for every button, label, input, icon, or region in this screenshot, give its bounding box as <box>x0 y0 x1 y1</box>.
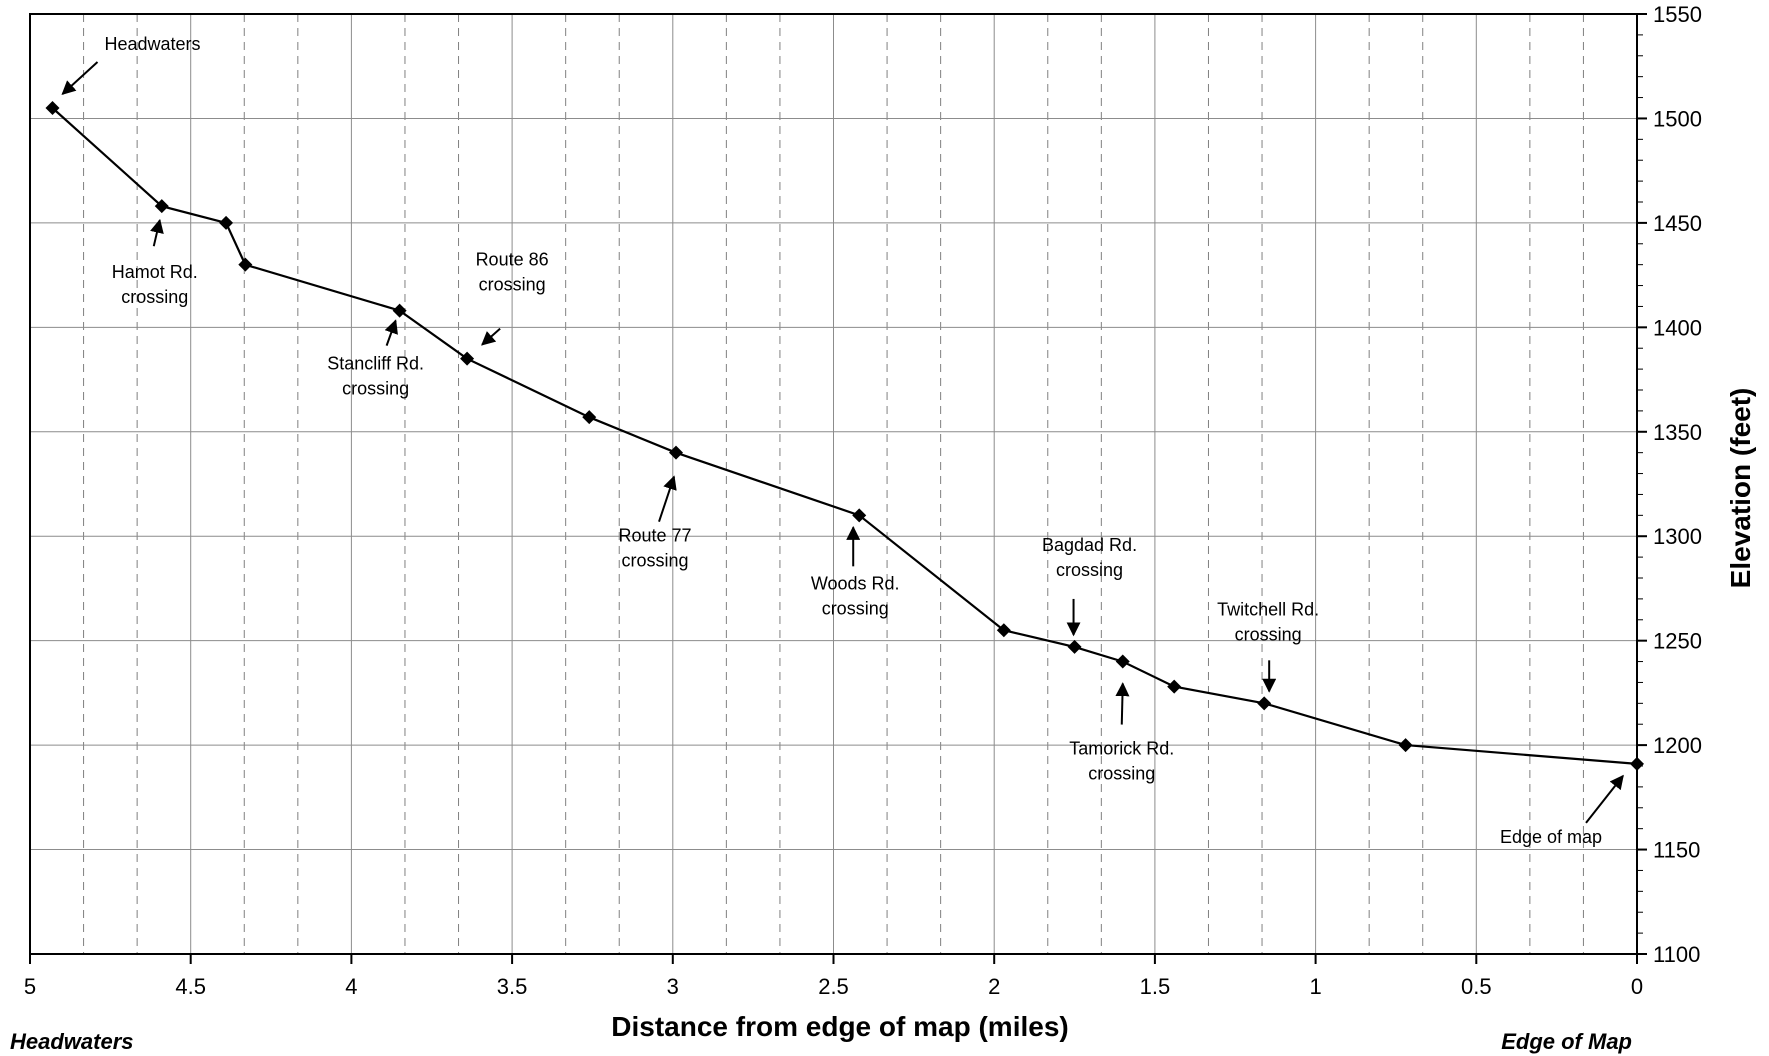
annotation: Headwaters <box>61 34 201 95</box>
data-point-marker <box>996 623 1011 638</box>
data-point-marker <box>219 215 234 230</box>
annotation-arrow <box>61 61 99 95</box>
x-tick-label: 4 <box>345 974 357 999</box>
annotation-label: crossing <box>1088 764 1155 784</box>
annotation: Bagdad Rd. crossing <box>1042 535 1137 637</box>
data-point-marker <box>392 303 407 318</box>
elevation-markers <box>45 101 1644 771</box>
annotation: Route 86 crossing <box>476 250 549 346</box>
annotation-label: crossing <box>621 551 688 571</box>
elevation-series <box>51 107 1638 765</box>
elevation-line <box>51 107 1638 765</box>
annotation-label: Hamot Rd. <box>112 262 198 282</box>
data-point-marker <box>1630 756 1644 771</box>
y-tick-label: 1300 <box>1653 524 1702 549</box>
annotation-label: crossing <box>479 275 546 295</box>
y-tick-label: 1450 <box>1653 211 1702 236</box>
data-point-marker <box>1167 679 1182 694</box>
data-point-marker <box>582 410 597 425</box>
annotation: Woods Rd. crossing <box>811 525 900 618</box>
x-axis-ticks: 5 4.5 4 3.5 3 2.5 2 1.5 1 0.5 0 <box>24 954 1643 999</box>
annotation: Edge of map <box>1500 774 1624 847</box>
data-point-marker <box>1398 738 1413 753</box>
y-tick-label: 1500 <box>1653 106 1702 131</box>
edge-of-map-end-label: Edge of Map <box>1501 1029 1632 1054</box>
annotation-arrow <box>384 319 398 346</box>
data-point-marker <box>1115 654 1130 669</box>
y-tick-label: 1400 <box>1653 315 1702 340</box>
x-axis-title: Distance from edge of map (miles) <box>611 1011 1068 1042</box>
annotation-label: crossing <box>822 598 889 618</box>
annotation-label: Stancliff Rd. <box>327 354 424 374</box>
annotation-label: Twitchell Rd. <box>1217 599 1319 619</box>
annotation-label: Tamorick Rd. <box>1069 739 1174 759</box>
y-tick-label: 1250 <box>1653 629 1702 654</box>
headwaters-end-label: Headwaters <box>10 1029 134 1054</box>
annotation-label: crossing <box>1056 560 1123 580</box>
annotation: Twitchell Rd. crossing <box>1217 599 1319 693</box>
annotation-label: Edge of map <box>1500 827 1602 847</box>
data-point-marker <box>669 445 684 460</box>
annotation-label: Headwaters <box>104 34 200 54</box>
x-tick-label: 4.5 <box>175 974 206 999</box>
annotation-label: crossing <box>1235 624 1302 644</box>
x-tick-label: 1.5 <box>1140 974 1171 999</box>
annotation: Tamorick Rd. crossing <box>1069 682 1174 784</box>
x-tick-label: 0 <box>1631 974 1643 999</box>
annotation-label: Route 86 <box>476 250 549 270</box>
x-tick-label: 2 <box>988 974 1000 999</box>
annotation-arrow <box>150 218 164 247</box>
data-point-marker <box>852 508 867 523</box>
x-tick-label: 1 <box>1309 974 1321 999</box>
y-tick-label: 1550 <box>1653 2 1702 27</box>
y-tick-label: 1350 <box>1653 420 1702 445</box>
y-tick-label: 1150 <box>1653 838 1700 863</box>
x-tick-label: 3 <box>667 974 679 999</box>
annotation-arrow <box>658 475 677 522</box>
data-point-marker <box>460 351 475 366</box>
data-point-marker <box>1067 639 1082 654</box>
x-tick-label: 0.5 <box>1461 974 1492 999</box>
annotation-arrow <box>1115 682 1130 725</box>
x-tick-label: 2.5 <box>818 974 849 999</box>
annotation: Stancliff Rd. crossing <box>327 319 424 399</box>
y-tick-label: 1200 <box>1653 733 1702 758</box>
y-axis-title: Elevation (feet) <box>1725 388 1756 589</box>
annotation-label: crossing <box>121 287 188 307</box>
x-tick-label: 3.5 <box>497 974 528 999</box>
data-point-marker <box>1257 696 1272 711</box>
annotation-label: crossing <box>342 379 409 399</box>
annotation-label: Bagdad Rd. <box>1042 535 1137 555</box>
annotation-label: Route 77 <box>618 526 691 546</box>
y-axis-ticks: 1100 1150 1200 1250 1300 1350 1400 1450 1500 1550 <box>1637 2 1702 967</box>
data-point-marker <box>154 199 169 214</box>
annotation: Route 77 crossing <box>618 475 692 571</box>
data-point-marker <box>45 101 60 115</box>
annotation: Hamot Rd. crossing <box>112 218 198 307</box>
data-point-marker <box>238 257 253 272</box>
annotation-arrow <box>1585 774 1624 824</box>
annotation-arrow <box>481 327 501 346</box>
annotation-label: Woods Rd. <box>811 573 900 593</box>
minor-gridlines <box>83 14 1584 954</box>
y-tick-label: 1100 <box>1653 942 1700 967</box>
x-tick-label: 5 <box>24 974 36 999</box>
